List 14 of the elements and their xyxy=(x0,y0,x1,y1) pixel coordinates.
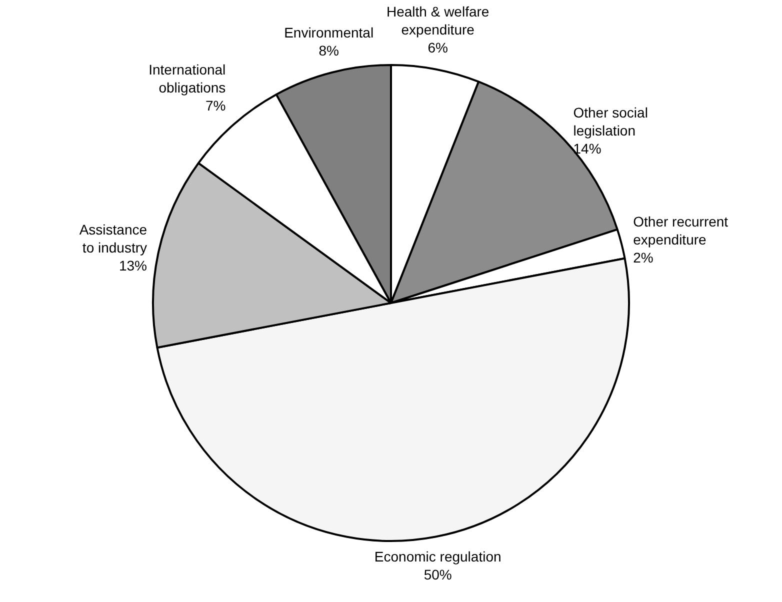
data-label: 13% xyxy=(118,257,148,274)
slice-label: Other social legislation xyxy=(573,104,648,139)
data-label: 14% xyxy=(573,140,602,157)
slice-label: Health & welfare expenditure xyxy=(386,3,490,38)
slice-label: International obligations xyxy=(148,61,226,96)
slice-label: Assistance to industry xyxy=(79,221,148,256)
slice-label: Economic regulation xyxy=(374,548,502,564)
data-label: 2% xyxy=(633,250,654,266)
data-label: 50% xyxy=(424,566,452,582)
data-label: 7% xyxy=(205,97,226,114)
slice-label: Other recurrent expenditure xyxy=(633,214,728,248)
data-label: 6% xyxy=(428,39,448,56)
slice-label: Environmental xyxy=(284,24,374,41)
data-label: 8% xyxy=(318,42,339,59)
